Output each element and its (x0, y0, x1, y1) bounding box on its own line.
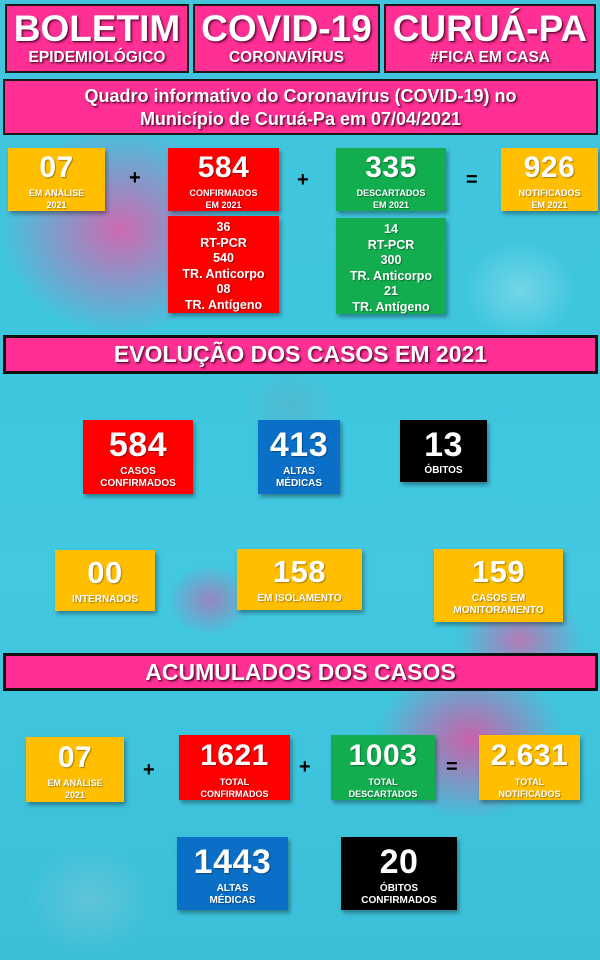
casos-confirmados-value: 584 (108, 426, 168, 464)
plus-icon: + (299, 756, 311, 778)
total-notificados-value: 2.631 (490, 739, 569, 772)
section-title-evolucao: EVOLUÇÃO DOS CASOS EM 2021 (3, 335, 598, 374)
equals-icon: = (466, 169, 478, 191)
card-total-confirmados: 1621 TOTAL CONFIRMADOS (179, 735, 290, 800)
total-notificados-label-2: NOTIFICADOS (498, 789, 561, 799)
header-subtitle-covid: CORONAVÍRUS (228, 49, 345, 66)
card-internados: 00 INTERNADOS (55, 550, 155, 611)
casos-confirmados-label-2: CONFIRMADOS (100, 478, 176, 489)
header-tile-covid: COVID-19 CORONAVÍRUS (193, 4, 380, 73)
card-obitos-confirmados: 20 ÓBITOS CONFIRMADOS (341, 837, 457, 910)
acum-em-analise-label: EM ANÁLISE (47, 778, 103, 788)
acum-em-analise-year: 2021 (64, 790, 86, 800)
monitoramento-label-1: CASOS EM (471, 593, 526, 604)
descartados-antigeno-count: 21 (384, 284, 398, 298)
obitos-label: ÓBITOS (424, 465, 463, 476)
header-tile-curua: CURUÁ-PA #FICA EM CASA (384, 4, 596, 73)
notificados-label: NOTIFICADOS (518, 188, 581, 198)
total-descartados-label-2: DESCARTADOS (348, 789, 418, 799)
acum-altas-label-2: MÉDICAS (209, 895, 256, 906)
internados-label: INTERNADOS (71, 594, 139, 605)
notificados-value: 926 (523, 151, 576, 184)
confirmados-antigeno-label: TR. Antígeno (184, 297, 263, 312)
monitoramento-value: 159 (471, 554, 526, 589)
card-em-analise-2021: 07 EM ANÁLISE 2021 (8, 148, 105, 211)
obitos-confirmados-label-2: CONFIRMADOS (361, 895, 437, 906)
card-monitoramento: 159 CASOS EM MONITORAMENTO (434, 549, 563, 622)
confirmados-value: 584 (197, 151, 250, 184)
header-title-boletim: BOLETIM (13, 8, 181, 49)
card-total-notificados: 2.631 TOTAL NOTIFICADOS (479, 735, 580, 800)
total-confirmados-value: 1621 (200, 739, 269, 772)
altas-medicas-value: 413 (269, 426, 329, 464)
total-notificados-label-1: TOTAL (514, 777, 545, 787)
plus-icon: + (129, 167, 141, 189)
acum-em-analise-value: 07 (57, 741, 93, 774)
total-confirmados-label-1: TOTAL (219, 777, 250, 787)
acumulados-title: ACUMULADOS DOS CASOS (145, 659, 456, 685)
descartados-label: DESCARTADOS (356, 188, 426, 198)
header-title-curua: CURUÁ-PA (392, 8, 588, 49)
total-descartados-label-1: TOTAL (368, 777, 398, 787)
descartados-antigeno-label: TR. Antígeno (352, 299, 430, 314)
plus-icon: + (297, 169, 309, 191)
em-analise-value: 07 (39, 151, 74, 184)
info-banner: Quadro informativo do Coronavírus (COVID… (3, 79, 598, 135)
descartados-rtpcr-label: RT-PCR (367, 237, 415, 252)
descartados-breakdown: 14 RT-PCR 300 TR. Anticorpo 21 TR. Antíg… (336, 218, 446, 314)
evolucao-title: EVOLUÇÃO DOS CASOS EM 2021 (113, 341, 488, 367)
em-analise-year: 2021 (46, 200, 67, 210)
confirmados-year: EM 2021 (205, 200, 242, 210)
isolamento-label: EM ISOLAMENTO (257, 593, 342, 604)
confirmados-rtpcr-label: RT-PCR (200, 235, 247, 250)
confirmados-breakdown: 36 RT-PCR 540 TR. Anticorpo 08 TR. Antíg… (168, 216, 279, 313)
acum-altas-label-1: ALTAS (216, 883, 249, 894)
notificados-year: EM 2021 (531, 200, 568, 210)
altas-medicas-label-1: ALTAS (283, 466, 315, 477)
card-acum-altas-medicas: 1443 ALTAS MÉDICAS (177, 837, 288, 910)
card-total-descartados: 1003 TOTAL DESCARTADOS (331, 735, 435, 800)
obitos-value: 13 (424, 426, 463, 464)
card-em-isolamento: 158 EM ISOLAMENTO (237, 549, 362, 610)
total-confirmados-label-2: CONFIRMADOS (200, 789, 269, 799)
header-title-covid: COVID-19 (201, 8, 372, 49)
descartados-anticorpo-count: 300 (380, 253, 402, 267)
descartados-year: EM 2021 (372, 200, 410, 210)
total-descartados-value: 1003 (348, 739, 418, 772)
internados-value: 00 (87, 555, 123, 590)
confirmados-antigeno-count: 08 (216, 282, 231, 296)
monitoramento-label-2: MONITORAMENTO (453, 605, 544, 616)
obitos-confirmados-label-1: ÓBITOS (379, 883, 419, 894)
descartados-anticorpo-label: TR. Anticorpo (349, 268, 433, 283)
card-obitos: 13 ÓBITOS (400, 420, 487, 482)
plus-icon: + (143, 759, 155, 781)
em-analise-label: EM ANÁLISE (28, 188, 85, 198)
header-tile-boletim: BOLETIM EPIDEMIOLÓGICO (5, 4, 189, 73)
card-acum-em-analise: 07 EM ANÁLISE 2021 (26, 737, 124, 802)
header-subtitle-curua: #FICA EM CASA (430, 49, 550, 66)
acum-altas-value: 1443 (193, 843, 272, 881)
obitos-confirmados-value: 20 (379, 843, 419, 881)
section-title-acumulados: ACUMULADOS DOS CASOS (3, 653, 598, 691)
info-line-1: Quadro informativo do Coronavírus (COVID… (84, 86, 517, 106)
info-line-2: Município de Curuá-Pa em 07/04/2021 (139, 109, 462, 129)
card-notificados-2021: 926 NOTIFICADOS EM 2021 (501, 148, 598, 211)
confirmados-label: CONFIRMADOS (189, 188, 258, 198)
descartados-rtpcr-count: 14 (384, 222, 398, 236)
confirmados-anticorpo-count: 540 (213, 251, 234, 265)
card-descartados-2021: 335 DESCARTADOS EM 2021 (336, 148, 446, 211)
header-subtitle-boletim: EPIDEMIOLÓGICO (28, 49, 166, 66)
equals-icon: = (446, 756, 458, 778)
confirmados-anticorpo-label: TR. Anticorpo (182, 266, 265, 281)
descartados-value: 335 (365, 151, 417, 184)
card-confirmados-2021: 584 CONFIRMADOS EM 2021 (168, 148, 279, 211)
isolamento-value: 158 (272, 554, 327, 589)
confirmados-rtpcr-count: 36 (216, 220, 231, 234)
card-casos-confirmados: 584 CASOS CONFIRMADOS (83, 420, 193, 494)
casos-confirmados-label-1: CASOS (120, 466, 156, 477)
altas-medicas-label-2: MÉDICAS (275, 478, 323, 489)
card-altas-medicas: 413 ALTAS MÉDICAS (258, 420, 340, 494)
